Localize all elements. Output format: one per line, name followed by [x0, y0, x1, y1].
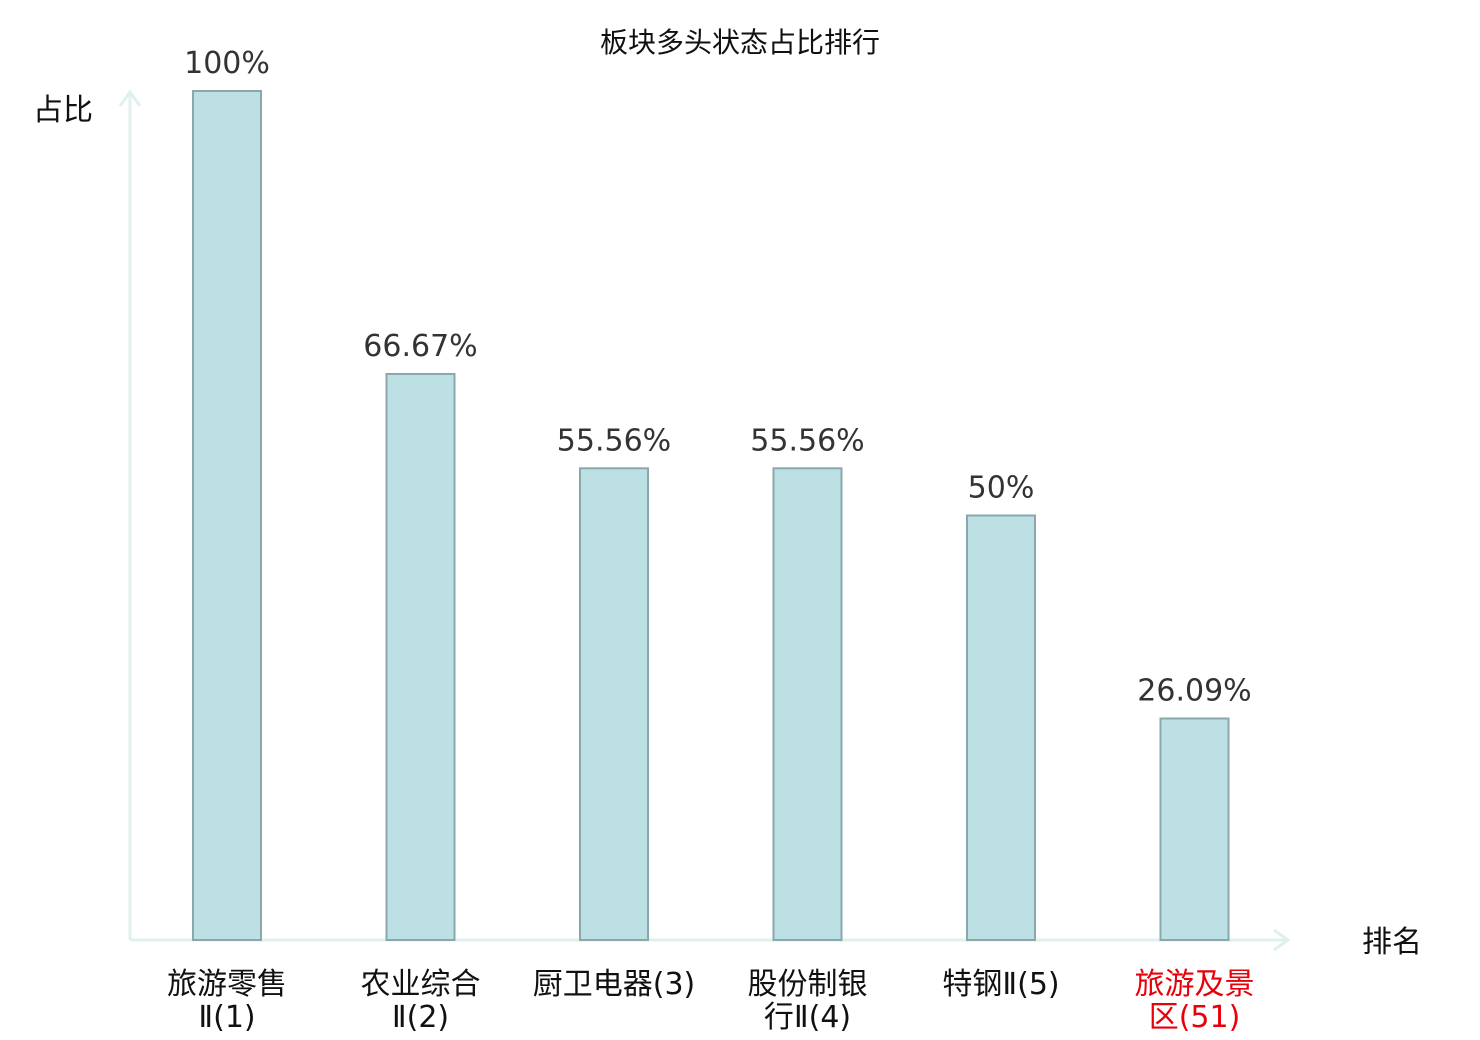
bars-group	[192, 90, 1230, 942]
bar-1	[192, 90, 262, 941]
value-label-2: 66.67%	[363, 329, 477, 364]
tick-label-4-line-1: 股份制银	[748, 967, 868, 1002]
tick-label-6-line-2: 区(51)	[1149, 1000, 1241, 1035]
value-label-6: 26.09%	[1137, 673, 1251, 708]
bar-3	[579, 467, 649, 941]
bar-6	[1159, 717, 1230, 942]
value-label-3: 55.56%	[557, 423, 671, 458]
value-label-1: 100%	[184, 46, 270, 81]
x-axis-arrow	[1273, 928, 1291, 952]
value-label-4: 55.56%	[750, 423, 864, 458]
tick-label-2-line-2: Ⅱ(2)	[392, 1000, 449, 1035]
value-label-5: 50%	[968, 471, 1035, 506]
tick-label-4-line-2: 行Ⅱ(4)	[764, 1000, 851, 1035]
tick-label-5-line-1: 特钢Ⅱ(5)	[942, 967, 1059, 1002]
bar-5	[966, 514, 1036, 941]
tick-label-6-line-1: 旅游及景	[1135, 967, 1255, 1002]
tick-label-1-line-2: Ⅱ(1)	[198, 1000, 255, 1035]
tick-label-2-line-1: 农业综合	[361, 967, 481, 1002]
bar-4	[772, 467, 843, 941]
value-labels-group: 100% 66.67% 55.56% 55.56% 50% 26.09%	[184, 46, 1252, 708]
chart-title: 板块多头状态占比排行	[600, 26, 880, 59]
y-axis-label: 占比	[33, 93, 93, 128]
tick-label-1-line-1: 旅游零售	[167, 967, 287, 1002]
x-axis-label: 排名	[1362, 925, 1422, 960]
bar-2	[385, 372, 456, 942]
tick-label-3-line-1: 厨卫电器(3)	[533, 967, 696, 1002]
axes	[118, 89, 1291, 952]
y-axis-arrow	[118, 89, 142, 107]
